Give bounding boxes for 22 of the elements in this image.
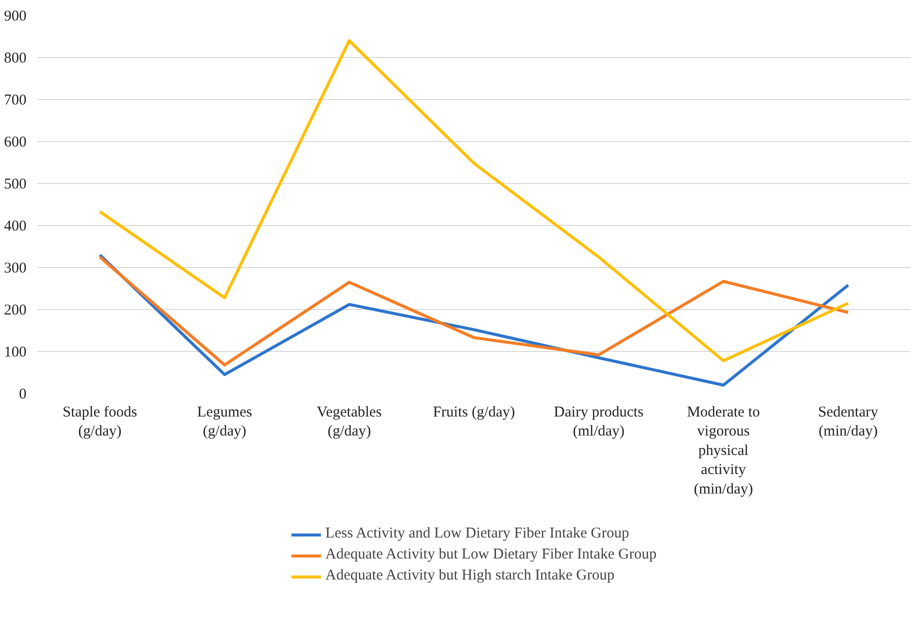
line-series <box>98 256 850 366</box>
y-tick-label: 600 <box>4 134 26 150</box>
y-tick-label: 900 <box>4 8 26 24</box>
legend-label: Adequate Activity but Low Dietary Fiber Intake Group <box>325 546 657 564</box>
y-tick-label: 100 <box>4 344 26 360</box>
x-tick-label: Dairy products (ml/day) <box>554 404 644 440</box>
y-tick-label: 0 <box>19 386 26 402</box>
y-tick-label: 200 <box>4 302 26 318</box>
y-tick-label: 800 <box>4 50 26 66</box>
legend-label: Adequate Activity but High starch Intake Group <box>325 568 615 584</box>
legend-label: Less Activity and Low Dietary Fiber Intake Group <box>325 526 630 542</box>
y-tick-label: 300 <box>4 260 26 276</box>
x-tick-label: Fruits (g/day) <box>432 404 516 420</box>
line-series <box>98 39 850 362</box>
y-tick-label: 700 <box>4 92 26 108</box>
y-tick-label: 400 <box>4 218 26 234</box>
x-tick-label: Sedentary (min/day) <box>818 404 879 440</box>
y-tick-label: 500 <box>4 176 26 192</box>
x-tick-label: Staple foods (g/day) <box>62 404 138 440</box>
x-tick-label: Moderate to vigorous physical activity (min/day) <box>686 404 760 498</box>
x-tick-label: Legumes (g/day) <box>197 404 252 440</box>
x-tick-label: Vegetables (g/day) <box>316 404 382 440</box>
